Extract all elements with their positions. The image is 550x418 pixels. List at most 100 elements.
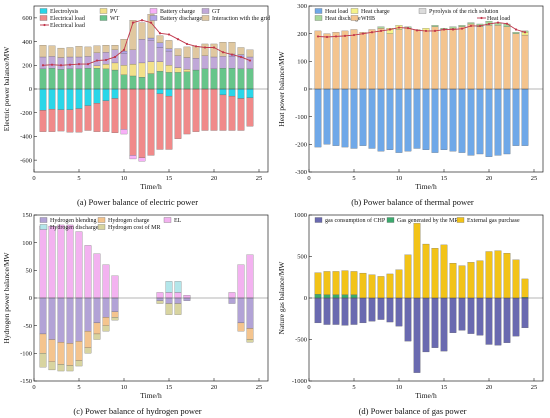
bar-interaction-with-the-grid bbox=[246, 49, 254, 58]
line-point bbox=[352, 33, 356, 37]
x-tick-label: 10 bbox=[121, 384, 128, 391]
gas-power-chart: -1000 -500 0 500 1000 0 5 10 15 20 25 Time/h Nature … bbox=[277, 212, 544, 400]
line-point bbox=[424, 29, 428, 32]
line-point bbox=[397, 26, 401, 29]
legend-swatch bbox=[418, 8, 427, 14]
bar-interaction-with-the-grid bbox=[93, 45, 101, 53]
x-tick-label: 25 bbox=[256, 384, 263, 391]
bar-wt bbox=[66, 68, 74, 90]
bar-heat-load bbox=[314, 88, 322, 148]
x-tick-label: 25 bbox=[531, 175, 538, 182]
bar-interaction-with-the-grid bbox=[237, 47, 245, 55]
legend-label: Electrical load bbox=[50, 23, 85, 29]
bar-hydrogen-cost-of-mr bbox=[57, 364, 65, 372]
bar-pv bbox=[129, 63, 137, 77]
bar-interaction-with-the-grid bbox=[183, 46, 191, 58]
legend-swatch bbox=[456, 217, 465, 223]
y-tick-label: 100 bbox=[22, 240, 32, 247]
bar-battery-discharge bbox=[156, 42, 164, 48]
bar-gas-generated-by-the-mr bbox=[332, 294, 340, 299]
x-tick-label: 20 bbox=[211, 175, 218, 182]
bar-external-gas-purchase bbox=[485, 251, 493, 299]
bar-hydrogen-charge bbox=[237, 322, 245, 332]
bar-gas-consumption-of-chp bbox=[494, 297, 502, 346]
bar-hydrogen-blending bbox=[165, 297, 173, 304]
bar-wt bbox=[228, 68, 236, 90]
bar-interaction-with-the-grid bbox=[165, 40, 173, 49]
bar-gt bbox=[129, 49, 137, 65]
line-point bbox=[433, 29, 437, 32]
line-point bbox=[239, 55, 243, 59]
bar-heat-load bbox=[512, 88, 520, 146]
bar-electrolysis bbox=[219, 88, 227, 96]
bar-gt bbox=[165, 50, 173, 66]
bar-wt bbox=[48, 68, 56, 90]
bar-wt bbox=[93, 68, 101, 90]
bar-whb bbox=[467, 23, 475, 90]
bar-interaction-with-the-grid bbox=[210, 43, 218, 58]
bar-electrical-load bbox=[111, 98, 119, 133]
bar-gt bbox=[102, 52, 110, 65]
bar-gas-consumption-of-chp bbox=[323, 297, 331, 325]
bar-hydrogen-discharge bbox=[165, 281, 173, 293]
bar-electrical-load bbox=[156, 93, 164, 150]
legend-swatch bbox=[201, 8, 210, 14]
bar-external-gas-purchase bbox=[503, 253, 511, 299]
legend-label: Hydrogen discharge bbox=[50, 225, 99, 231]
bar-wt bbox=[174, 72, 182, 90]
bar-el bbox=[111, 275, 119, 299]
bar-whb bbox=[476, 26, 484, 90]
bar-whb bbox=[377, 28, 385, 90]
bar-heat-load bbox=[485, 88, 493, 157]
y-tick-label: 0 bbox=[29, 295, 32, 302]
bar-whb bbox=[503, 26, 511, 90]
bar-hydrogen-charge bbox=[102, 317, 110, 326]
legend-swatch bbox=[350, 15, 359, 21]
bar-battery-charge bbox=[129, 155, 137, 160]
bar-heat-load bbox=[422, 88, 430, 150]
line-point bbox=[149, 21, 153, 24]
bar-gas-consumption-of-chp bbox=[332, 297, 340, 325]
bar-el bbox=[75, 231, 83, 299]
bar-heat-discharge bbox=[377, 26, 385, 29]
panel-electric-power: -600 -400 -200 0 200 400 600 0 5 10 15 20 25 Time/h El… bbox=[0, 0, 275, 209]
bar-whb bbox=[413, 29, 421, 90]
bar-gas-consumption-of-chp bbox=[350, 297, 358, 325]
panel-hydrogen-power: -150 -100 -50 0 50 100 150 0 5 10 15 20 25 Time/h Hydr… bbox=[0, 209, 275, 418]
bar-external-gas-purchase bbox=[368, 274, 376, 299]
bar-electrical-load bbox=[147, 88, 155, 156]
bar-wt bbox=[201, 68, 209, 90]
bar-gt bbox=[246, 56, 254, 69]
legend-swatch bbox=[99, 15, 108, 21]
bar-whb bbox=[431, 26, 439, 90]
bar-gt bbox=[201, 55, 209, 69]
bar-heat-load bbox=[440, 88, 448, 150]
x-tick-label: 20 bbox=[486, 175, 493, 182]
legend-label: gas consumption of CHP bbox=[325, 217, 386, 224]
bar-hydrogen-cost-of-mr bbox=[111, 317, 119, 321]
line-point bbox=[334, 35, 338, 38]
bar-wt bbox=[156, 71, 164, 90]
bar-whb bbox=[485, 25, 493, 90]
legend-label: Heat load bbox=[325, 9, 348, 15]
bar-el bbox=[165, 292, 173, 299]
bar-gt bbox=[93, 52, 101, 67]
bar-electrolysis bbox=[102, 88, 110, 101]
legend-swatch bbox=[97, 224, 106, 230]
x-axis-title: Time/h bbox=[140, 391, 162, 400]
bar-electrolysis bbox=[84, 88, 92, 106]
bar-heat-load bbox=[431, 88, 439, 153]
bar-whb bbox=[521, 34, 529, 90]
y-axis-title: Hydrogen power balance/MW bbox=[2, 251, 11, 343]
bar-pv bbox=[93, 65, 101, 69]
bar-heat-load bbox=[341, 88, 349, 148]
legend-label: Heat load bbox=[487, 16, 510, 22]
bar-gt bbox=[219, 56, 227, 69]
bar-gt bbox=[39, 56, 47, 69]
line-point bbox=[176, 38, 180, 41]
bar-hydrogen-blending bbox=[183, 297, 191, 301]
bar-electrical-load bbox=[165, 95, 173, 150]
bar-electrical-load bbox=[120, 88, 128, 130]
line-point bbox=[59, 64, 63, 67]
bar-external-gas-purchase bbox=[431, 248, 439, 299]
